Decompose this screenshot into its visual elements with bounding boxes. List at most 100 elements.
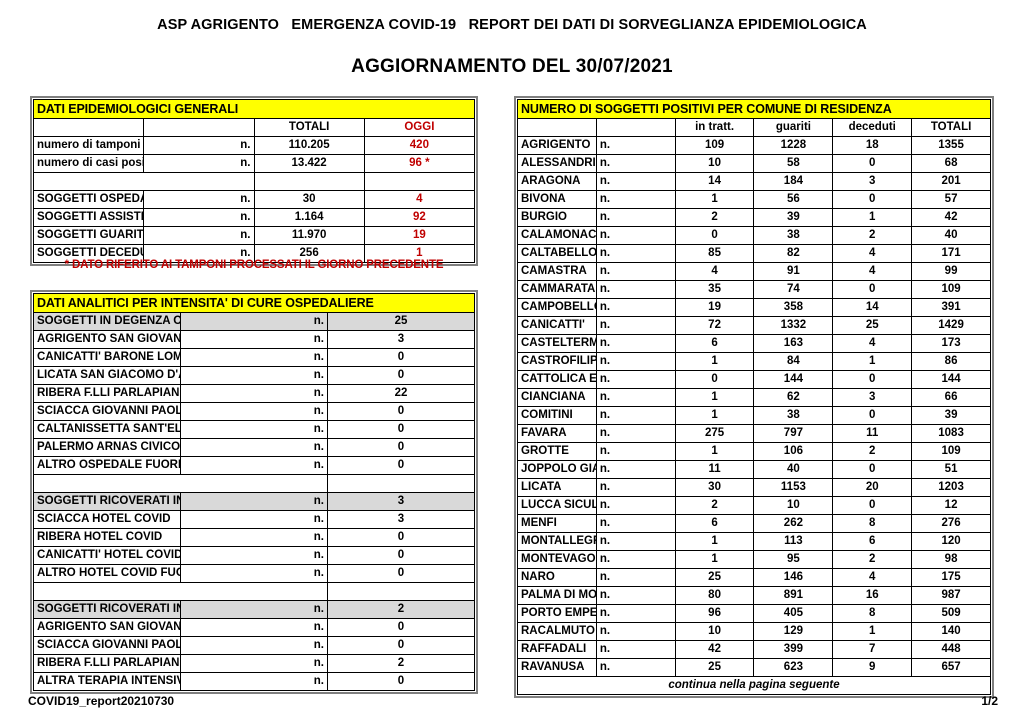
comune-unit: n. [595, 604, 676, 623]
comuni-continuation-note: continua nella pagina seguente [517, 676, 991, 695]
analitici-row-value: 25 [327, 312, 475, 331]
comune-unit: n. [595, 658, 676, 677]
generali-col-unit [143, 118, 255, 137]
comune-guariti: 40 [753, 460, 834, 479]
comune-totali: 51 [911, 460, 991, 479]
generali-col-blank [32, 118, 145, 137]
analitici-row-value: 0 [327, 672, 475, 691]
comune-unit: n. [595, 514, 676, 533]
comune-unit: n. [595, 460, 676, 479]
comune-deceduti: 0 [832, 190, 913, 209]
generali-col-totali: TOTALI [253, 118, 365, 137]
comune-unit: n. [595, 478, 676, 497]
comune-name: RAVANUSA [517, 658, 597, 677]
comune-deceduti: 0 [832, 496, 913, 515]
comune-name: BIVONA [517, 190, 597, 209]
analitici-row-unit: n. [180, 546, 328, 565]
table-row: FAVARA n. 275 797 11 1083 [517, 424, 991, 443]
table-row: AGRIGENTO SAN GIOVANNI DI DIOn.3 [33, 330, 475, 349]
table-row: RAFFADALI n. 42 399 7 448 [517, 640, 991, 659]
comune-deceduti: 14 [832, 298, 913, 317]
comune-totali: 1083 [911, 424, 991, 443]
comune-deceduti: 4 [832, 334, 913, 353]
generali-row-label: SOGGETTI OSPEDALIZZATI [32, 190, 145, 209]
analitici-row-label: SOGGETTI RICOVERATI IN STRUTTURE LOWCARE [33, 492, 181, 511]
footer-page-number: 1/2 [981, 694, 998, 708]
analitici-row-unit: n. [180, 510, 328, 529]
comune-unit: n. [595, 136, 676, 155]
table-row: ALTRO HOTEL COVID FUORI PROVINCIAn.0 [33, 564, 475, 583]
comune-totali: 98 [911, 550, 991, 569]
generali-row-totali: 110.205 [253, 136, 365, 155]
generali-row-label: SOGGETTI ASSISTITI A DOMICILIO [32, 208, 145, 227]
comune-guariti: 62 [753, 388, 834, 407]
comune-in-tratt: 30 [674, 478, 755, 497]
comune-guariti: 106 [753, 442, 834, 461]
comune-totali: 39 [911, 406, 991, 425]
table-row: RIBERA HOTEL COVID n. 0 [33, 528, 475, 547]
analitici-row-unit: n. [180, 528, 328, 547]
comuni-col-totali: TOTALI [911, 118, 991, 137]
table-row: CANICATTI' n. 72 1332 25 1429 [517, 316, 991, 335]
analitici-row-label: SOGGETTI RICOVERATI IN TERAPIA INTENSIVA [33, 600, 181, 619]
comune-unit: n. [595, 154, 676, 173]
comune-in-tratt: 4 [674, 262, 755, 281]
table-dati-epidemiologici-generali: DATI EPIDEMIOLOGICI GENERALI TOTALI OGGI… [30, 96, 478, 266]
comune-totali: 86 [911, 352, 991, 371]
analitici-spacer-value [327, 474, 475, 493]
comune-totali: 201 [911, 172, 991, 191]
analitici-body: DATI ANALITICI PER INTENSITA' DI CURE OS… [33, 293, 475, 691]
generali-row-oggi: 19 [363, 226, 476, 245]
comune-guariti: 184 [753, 172, 834, 191]
comuni-col-unit [595, 118, 676, 137]
comune-name: MONTEVAGO [517, 550, 597, 569]
analitici-row-unit: n. [180, 564, 328, 583]
comune-totali: 57 [911, 190, 991, 209]
comune-deceduti: 0 [832, 406, 913, 425]
comuni-continuation-row: continua nella pagina seguente [517, 676, 991, 695]
comune-guariti: 39 [753, 208, 834, 227]
comune-name: BURGIO [517, 208, 597, 227]
generali-row-unit: n. [143, 208, 255, 227]
analitici-row-value: 0 [327, 528, 475, 547]
comune-totali: 144 [911, 370, 991, 389]
comune-deceduti: 0 [832, 280, 913, 299]
comune-unit: n. [595, 208, 676, 227]
comuni-body: NUMERO DI SOGGETTI POSITIVI PER COMUNE D… [517, 99, 991, 695]
comune-deceduti: 4 [832, 262, 913, 281]
comune-in-tratt: 10 [674, 154, 755, 173]
table-positivi-per-comune: NUMERO DI SOGGETTI POSITIVI PER COMUNE D… [514, 96, 994, 698]
table-row: RACALMUTO n. 10 129 1 140 [517, 622, 991, 641]
analitici-row-label: SCIACCA HOTEL COVID [33, 510, 181, 529]
analitici-row-label: ALTRO HOTEL COVID FUORI PROVINCIA [33, 564, 181, 583]
comune-name: ALESSANDRIA DELLA ROCCA [517, 154, 597, 173]
comune-in-tratt: 80 [674, 586, 755, 605]
comune-name: CATTOLICA ERACLEA [517, 370, 597, 389]
comune-totali: 1429 [911, 316, 991, 335]
analitici-row-value: 3 [327, 492, 475, 511]
comune-totali: 109 [911, 280, 991, 299]
table-row: CAMMARATA n. 35 74 0 109 [517, 280, 991, 299]
comune-totali: 120 [911, 532, 991, 551]
table-row: COMITINI n. 1 38 0 39 [517, 406, 991, 425]
analitici-row-label: AGRIGENTO SAN GIOVANNI DI DIO [33, 618, 181, 637]
analitici-row-label: SCIACCA GIOVANNI PAOLO II [33, 636, 181, 655]
comune-in-tratt: 6 [674, 514, 755, 533]
comune-name: CASTELTERMINI [517, 334, 597, 353]
comune-deceduti: 1 [832, 352, 913, 371]
generali-spacer-oggi [363, 172, 476, 191]
comune-deceduti: 8 [832, 604, 913, 623]
generali-header-title: DATI EPIDEMIOLOGICI GENERALI [33, 99, 475, 119]
comune-in-tratt: 25 [674, 658, 755, 677]
generali-row-totali: 256 [253, 244, 365, 263]
comune-guariti: 623 [753, 658, 834, 677]
comune-totali: 1355 [911, 136, 991, 155]
comune-name: COMITINI [517, 406, 597, 425]
comune-unit: n. [595, 334, 676, 353]
generali-row-label: SOGGETTI DECEDUTI [32, 244, 145, 263]
comune-name: MENFI [517, 514, 597, 533]
grid-comuni: NUMERO DI SOGGETTI POSITIVI PER COMUNE D… [517, 99, 991, 695]
comune-in-tratt: 0 [674, 370, 755, 389]
comune-unit: n. [595, 406, 676, 425]
